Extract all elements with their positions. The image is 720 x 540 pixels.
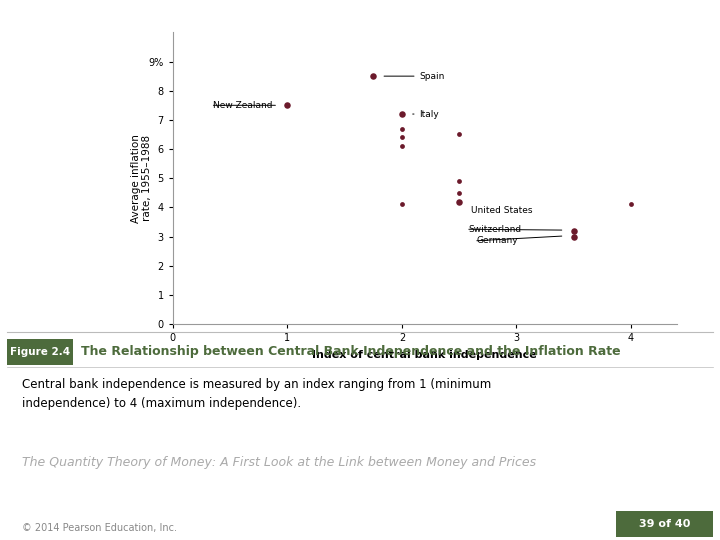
Point <box>454 188 465 197</box>
Point <box>454 197 465 206</box>
Point <box>396 142 408 151</box>
Text: Figure 2.4: Figure 2.4 <box>10 347 71 356</box>
Point <box>396 133 408 141</box>
Text: United States: United States <box>471 206 532 215</box>
Text: Germany: Germany <box>477 237 518 245</box>
Point <box>396 200 408 209</box>
Point <box>568 232 580 241</box>
Text: The Quantity Theory of Money: A First Look at the Link between Money and Prices: The Quantity Theory of Money: A First Lo… <box>22 456 536 469</box>
Point <box>396 124 408 133</box>
Text: Central bank independence is measured by an index ranging from 1 (minimum: Central bank independence is measured by… <box>22 378 491 391</box>
Text: The Relationship between Central Bank Independence and the Inflation Rate: The Relationship between Central Bank In… <box>81 345 620 358</box>
Point <box>568 226 580 235</box>
Point <box>454 177 465 185</box>
Point <box>396 110 408 118</box>
Point <box>282 101 293 110</box>
Text: independence) to 4 (maximum independence).: independence) to 4 (maximum independence… <box>22 397 301 410</box>
Text: Switzerland: Switzerland <box>468 225 521 234</box>
Text: Spain: Spain <box>419 72 444 80</box>
X-axis label: Index of central bank independence: Index of central bank independence <box>312 350 537 360</box>
Y-axis label: Average inflation
rate, 1955–1988: Average inflation rate, 1955–1988 <box>131 134 153 222</box>
Text: 39 of 40: 39 of 40 <box>639 519 690 529</box>
Point <box>367 72 379 80</box>
Point <box>454 130 465 139</box>
Text: New Zealand: New Zealand <box>213 101 272 110</box>
Text: © 2014 Pearson Education, Inc.: © 2014 Pearson Education, Inc. <box>22 523 176 533</box>
Point <box>625 200 636 209</box>
Text: Italy: Italy <box>419 110 438 119</box>
